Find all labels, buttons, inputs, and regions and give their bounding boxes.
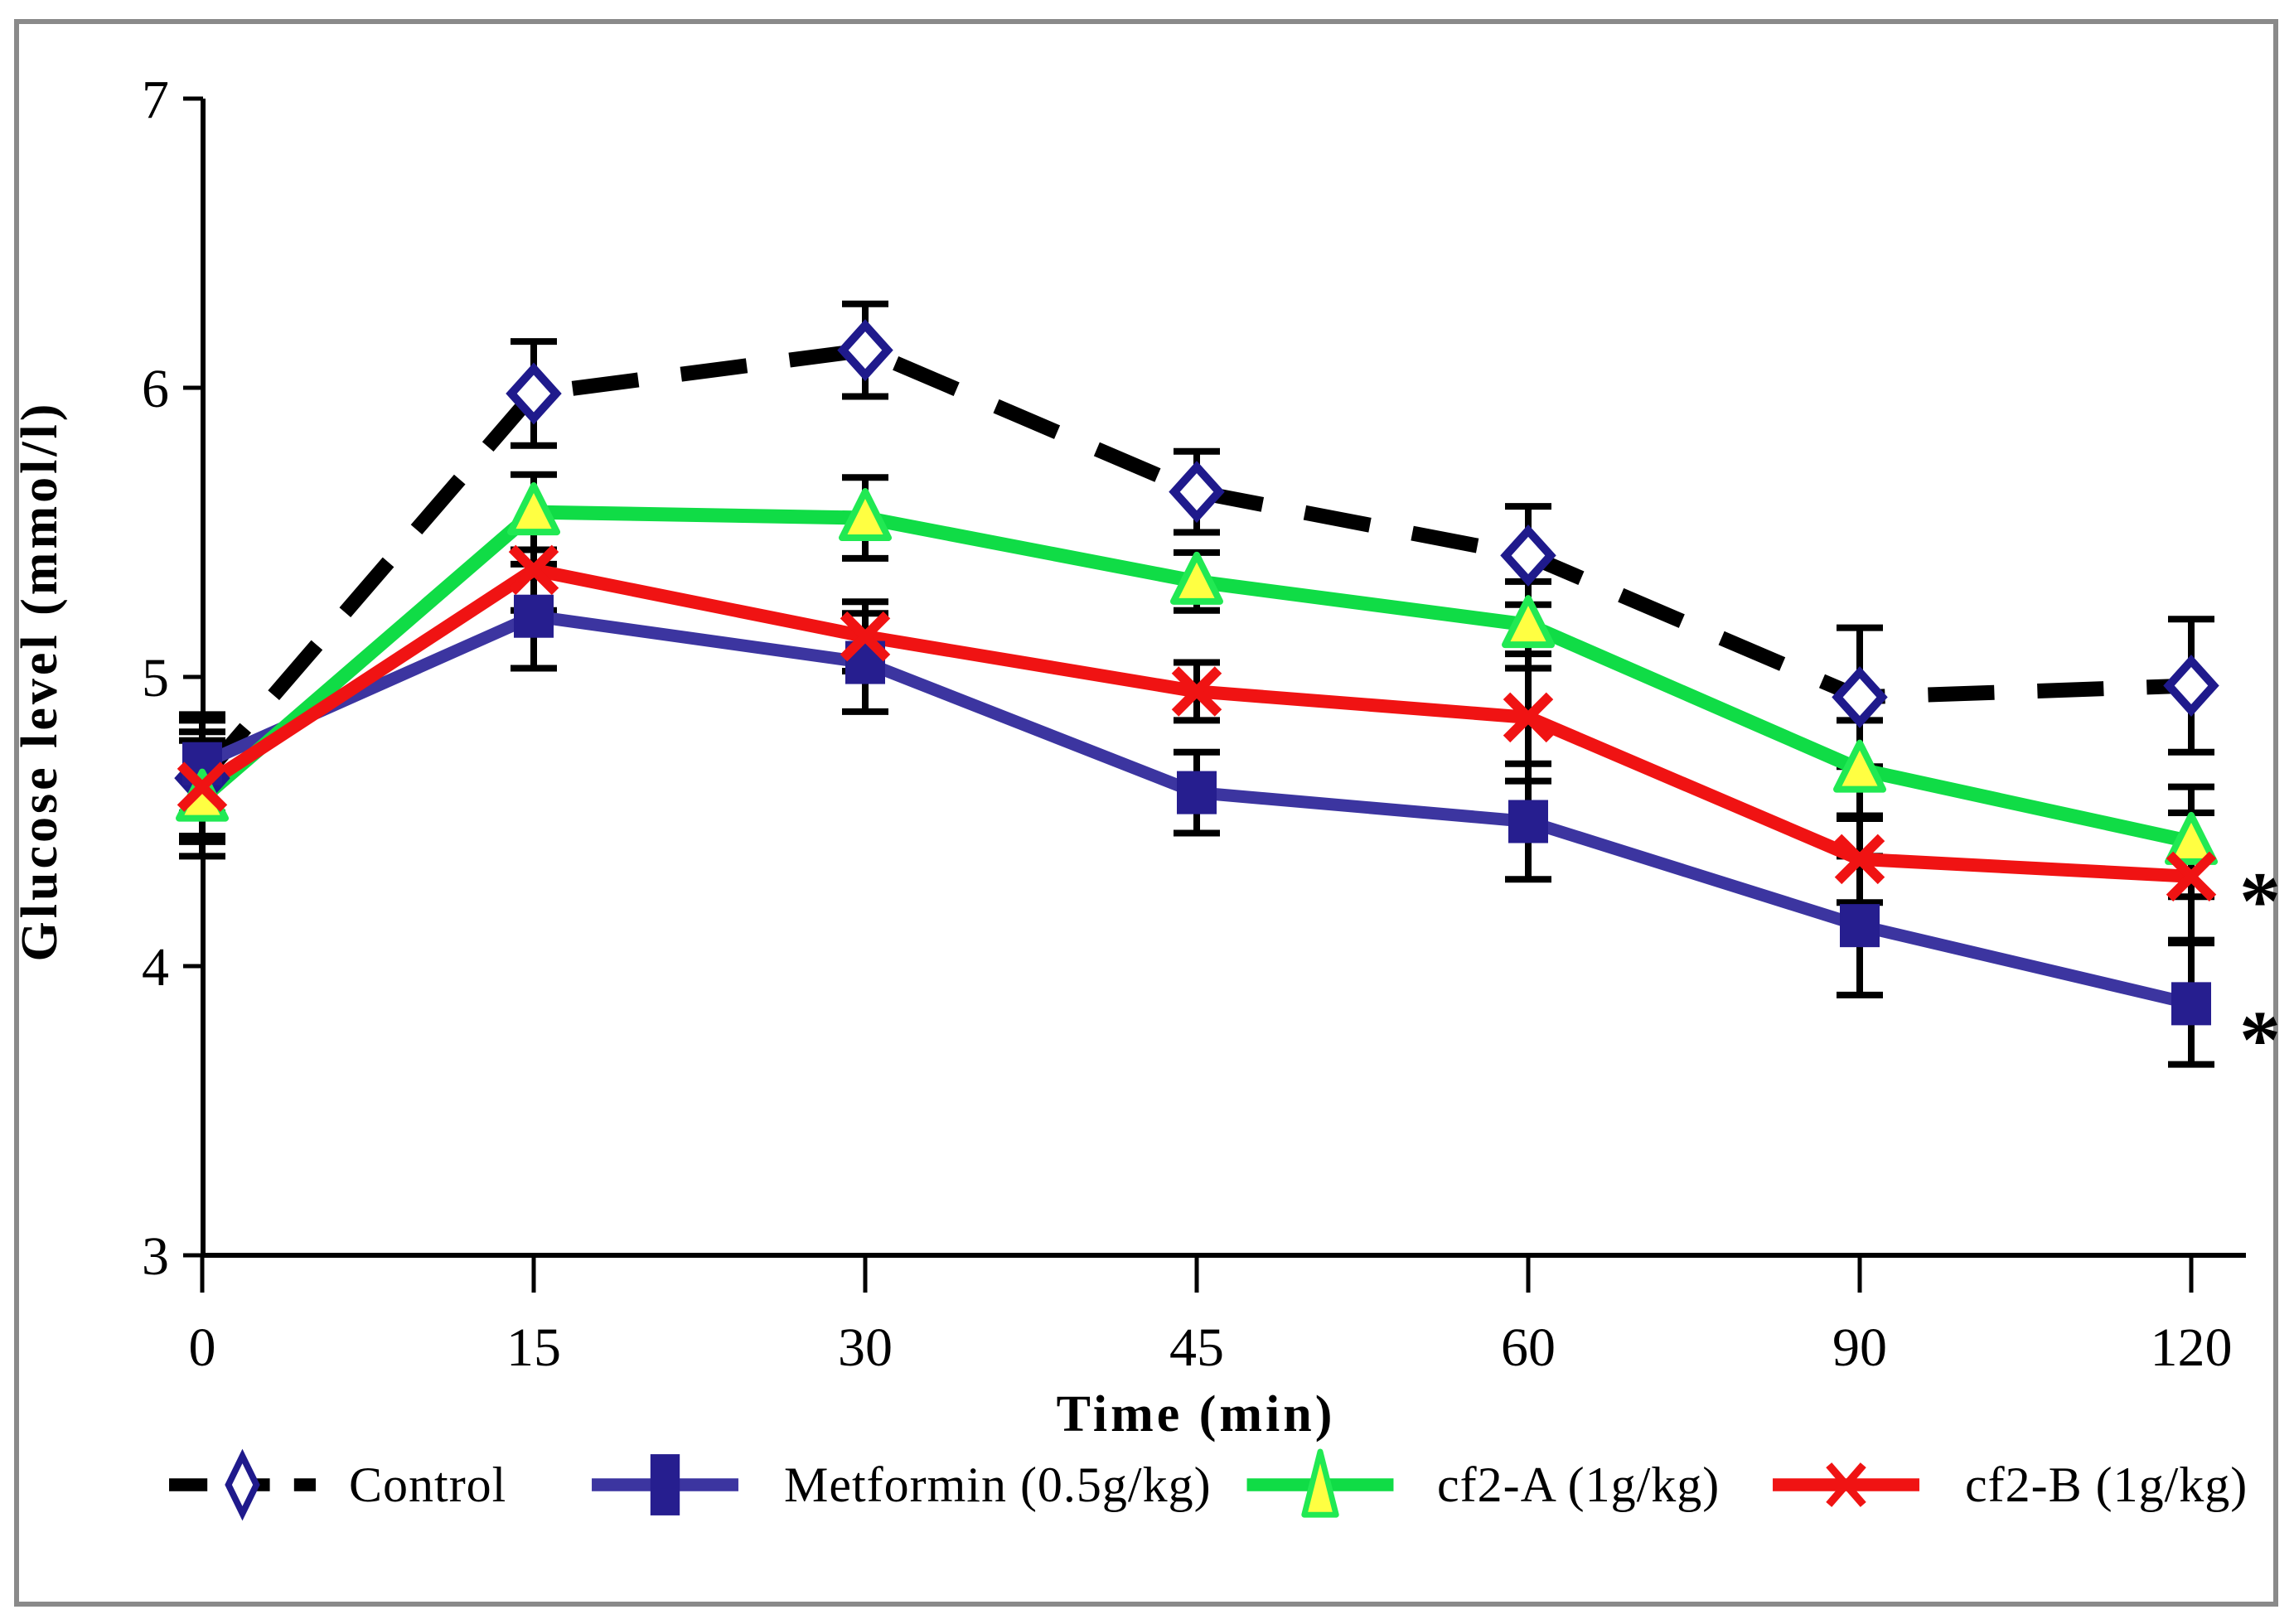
x-axis-title: Time (min) bbox=[1056, 1386, 1336, 1443]
significance-asterisk: * bbox=[2239, 854, 2281, 946]
diamond-marker bbox=[2163, 654, 2219, 717]
legend-item-metformin: Metformin (0.5g/kg) bbox=[576, 1443, 1212, 1526]
legend-item-cf2a: cf2-A (1g/kg) bbox=[1233, 1443, 1720, 1526]
triangle-marker bbox=[507, 482, 560, 536]
x-tick-label: 15 bbox=[506, 1317, 561, 1378]
x-tick-label: 120 bbox=[2151, 1317, 2233, 1378]
diamond-marker bbox=[1500, 524, 1556, 587]
diamond-marker bbox=[1832, 665, 1888, 728]
x-marker bbox=[508, 544, 559, 596]
significance-asterisk: * bbox=[2239, 993, 2281, 1085]
y-tick-label: 7 bbox=[142, 70, 169, 130]
square-marker bbox=[1840, 904, 1880, 948]
y-tick-label: 3 bbox=[142, 1226, 169, 1287]
diamond-marker bbox=[837, 319, 893, 382]
square-line-legend-icon bbox=[592, 1454, 738, 1515]
square-marker bbox=[514, 594, 554, 638]
y-tick-label: 6 bbox=[142, 359, 169, 419]
x-tick-label: 45 bbox=[1169, 1317, 1224, 1378]
x-tick-label: 0 bbox=[189, 1317, 216, 1378]
x-marker bbox=[1834, 834, 1885, 885]
y-tick-label: 4 bbox=[142, 937, 169, 998]
legend-label: cf2-A (1g/kg) bbox=[1437, 1457, 1720, 1512]
x-marker bbox=[177, 761, 228, 812]
legend: Control Metformin (0.5g/kg) cf2-A (1g/kg… bbox=[0, 1443, 2294, 1526]
triangle-line-legend-icon bbox=[1246, 1448, 1394, 1518]
square-marker bbox=[2171, 982, 2211, 1026]
legend-item-cf2b: cf2-B (1g/kg) bbox=[1757, 1443, 2248, 1526]
triangle-marker bbox=[839, 488, 892, 542]
figure-border bbox=[14, 19, 2278, 1607]
diamond-marker bbox=[506, 362, 562, 425]
legend-label: Control bbox=[349, 1457, 507, 1512]
triangle-marker bbox=[1502, 595, 1555, 649]
y-axis-title: Glucose level (mmol/l) bbox=[12, 400, 68, 962]
x-tick-label: 30 bbox=[838, 1317, 893, 1378]
dashed-diamond-legend-icon bbox=[169, 1448, 316, 1521]
legend-label: cf2-B (1g/kg) bbox=[1965, 1457, 2248, 1512]
x-line-legend-icon bbox=[1773, 1462, 1919, 1507]
legend-item-control: Control bbox=[166, 1443, 506, 1526]
x-tick-label: 60 bbox=[1501, 1317, 1556, 1378]
y-tick-label: 5 bbox=[142, 648, 169, 708]
x-marker bbox=[840, 611, 891, 662]
triangle-marker bbox=[2165, 811, 2218, 865]
triangle-marker bbox=[1833, 739, 1886, 793]
square-marker bbox=[1508, 800, 1548, 843]
legend-label: Metformin (0.5g/kg) bbox=[784, 1457, 1212, 1512]
diamond-marker bbox=[1169, 461, 1225, 524]
x-tick-label: 90 bbox=[1832, 1317, 1887, 1378]
triangle-marker bbox=[1170, 551, 1223, 605]
x-marker bbox=[1171, 666, 1222, 717]
x-marker bbox=[1503, 692, 1554, 743]
square-marker bbox=[1177, 771, 1217, 814]
x-marker bbox=[2166, 851, 2217, 902]
